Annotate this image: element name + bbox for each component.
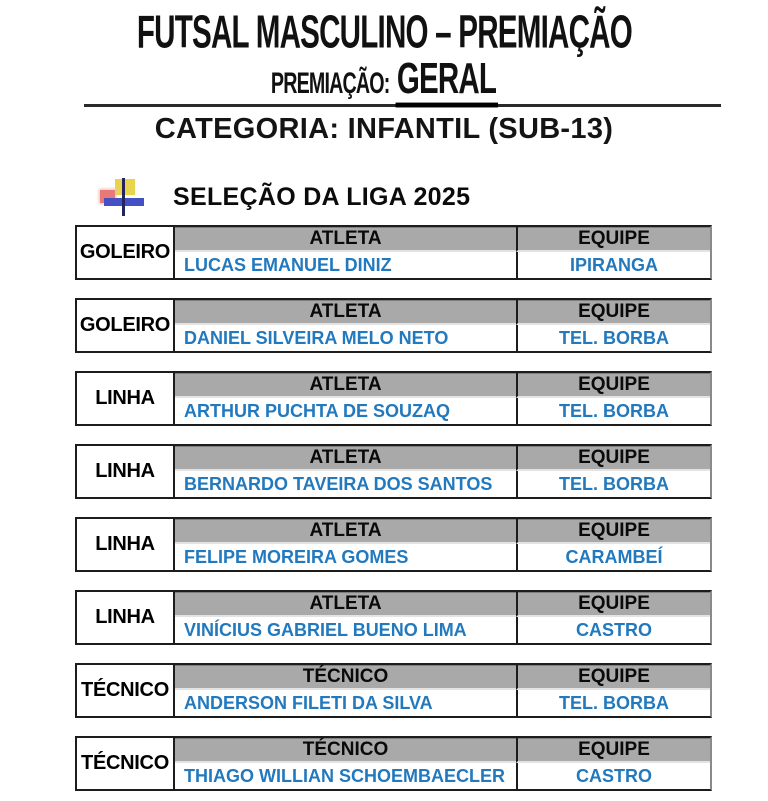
award-table: LINHA ATLETA EQUIPE FELIPE MOREIRA GOMES… <box>75 517 712 572</box>
award-table: GOLEIRO ATLETA EQUIPE LUCAS EMANUEL DINI… <box>75 225 712 280</box>
section-title: SELEÇÃO DA LIGA 2025 <box>173 182 471 211</box>
section-heading-row: SELEÇÃO DA LIGA 2025 <box>100 177 768 217</box>
athlete-name: DANIEL SILVEIRA MELO NETO <box>184 327 449 348</box>
athlete-name: FELIPE MOREIRA GOMES <box>184 546 409 567</box>
award-table: LINHA ATLETA EQUIPE ARTHUR PUCHTA DE SOU… <box>75 371 712 426</box>
athlete-name: BERNARDO TAVEIRA DOS SANTOS <box>184 473 493 494</box>
equipe-header: EQUIPE <box>516 373 710 398</box>
page-title-row: FUTSAL MASCULINO – PREMIAÇÃO <box>0 3 768 58</box>
person-header: TÉCNICO <box>175 738 516 763</box>
athlete-name: ANDERSON FILETI DA SILVA <box>184 692 433 713</box>
equipe-header: EQUIPE <box>516 227 710 252</box>
person-header: ATLETA <box>175 373 516 398</box>
role-cell: GOLEIRO <box>77 227 175 278</box>
logo-vertical-stem <box>122 178 125 216</box>
athlete-name: VINÍCIUS GABRIEL BUENO LIMA <box>184 619 467 640</box>
person-header: TÉCNICO <box>175 665 516 690</box>
equipe-header: EQUIPE <box>516 519 710 544</box>
premiacao-value: GERAL <box>394 54 498 108</box>
award-table: TÉCNICO TÉCNICO EQUIPE THIAGO WILLIAN SC… <box>75 736 712 791</box>
premiacao-label: PREMIAÇÃO: <box>270 67 390 101</box>
role-cell: LINHA <box>77 446 175 497</box>
logo-yellow-square <box>115 179 135 195</box>
page-subtitle-row: PREMIAÇÃO: GERAL <box>0 54 768 108</box>
role-cell: LINHA <box>77 592 175 643</box>
person-header: ATLETA <box>175 592 516 617</box>
award-table: LINHA ATLETA EQUIPE BERNARDO TAVEIRA DOS… <box>75 444 712 499</box>
team-name: CASTRO <box>516 763 710 789</box>
person-header: ATLETA <box>175 519 516 544</box>
team-name: TEL. BORBA <box>516 471 710 497</box>
equipe-header: EQUIPE <box>516 592 710 617</box>
award-table: GOLEIRO ATLETA EQUIPE DANIEL SILVEIRA ME… <box>75 298 712 353</box>
role-cell: TÉCNICO <box>77 738 175 789</box>
person-header: ATLETA <box>175 446 516 471</box>
page-title: FUTSAL MASCULINO – PREMIAÇÃO <box>136 6 632 58</box>
person-header: ATLETA <box>175 300 516 325</box>
team-name: TEL. BORBA <box>516 325 710 351</box>
category-title: CATEGORIA: INFANTIL (SUB-13) <box>154 113 614 145</box>
role-cell: LINHA <box>77 519 175 570</box>
team-name: CARAMBEÍ <box>516 544 710 570</box>
equipe-header: EQUIPE <box>516 665 710 690</box>
document-page: FUTSAL MASCULINO – PREMIAÇÃO PREMIAÇÃO: … <box>0 3 768 791</box>
role-cell: GOLEIRO <box>77 300 175 351</box>
team-name: CASTRO <box>516 617 710 643</box>
page-subtitle: PREMIAÇÃO: GERAL <box>270 54 498 108</box>
equipe-header: EQUIPE <box>516 738 710 763</box>
liga-cross-logo-icon <box>100 178 146 216</box>
award-table: LINHA ATLETA EQUIPE VINÍCIUS GABRIEL BUE… <box>75 590 712 645</box>
athlete-name: THIAGO WILLIAN SCHOEMBAECLER <box>184 765 505 786</box>
athlete-name: ARTHUR PUCHTA DE SOUZAQ <box>184 400 450 421</box>
person-header: ATLETA <box>175 227 516 252</box>
equipe-header: EQUIPE <box>516 446 710 471</box>
award-tables: GOLEIRO ATLETA EQUIPE LUCAS EMANUEL DINI… <box>75 225 712 791</box>
award-table: TÉCNICO TÉCNICO EQUIPE ANDERSON FILETI D… <box>75 663 712 718</box>
team-name: TEL. BORBA <box>516 398 710 424</box>
team-name: TEL. BORBA <box>516 690 710 716</box>
equipe-header: EQUIPE <box>516 300 710 325</box>
role-cell: TÉCNICO <box>77 665 175 716</box>
team-name: IPIRANGA <box>516 252 710 278</box>
athlete-name: LUCAS EMANUEL DINIZ <box>184 254 392 275</box>
role-cell: LINHA <box>77 373 175 424</box>
